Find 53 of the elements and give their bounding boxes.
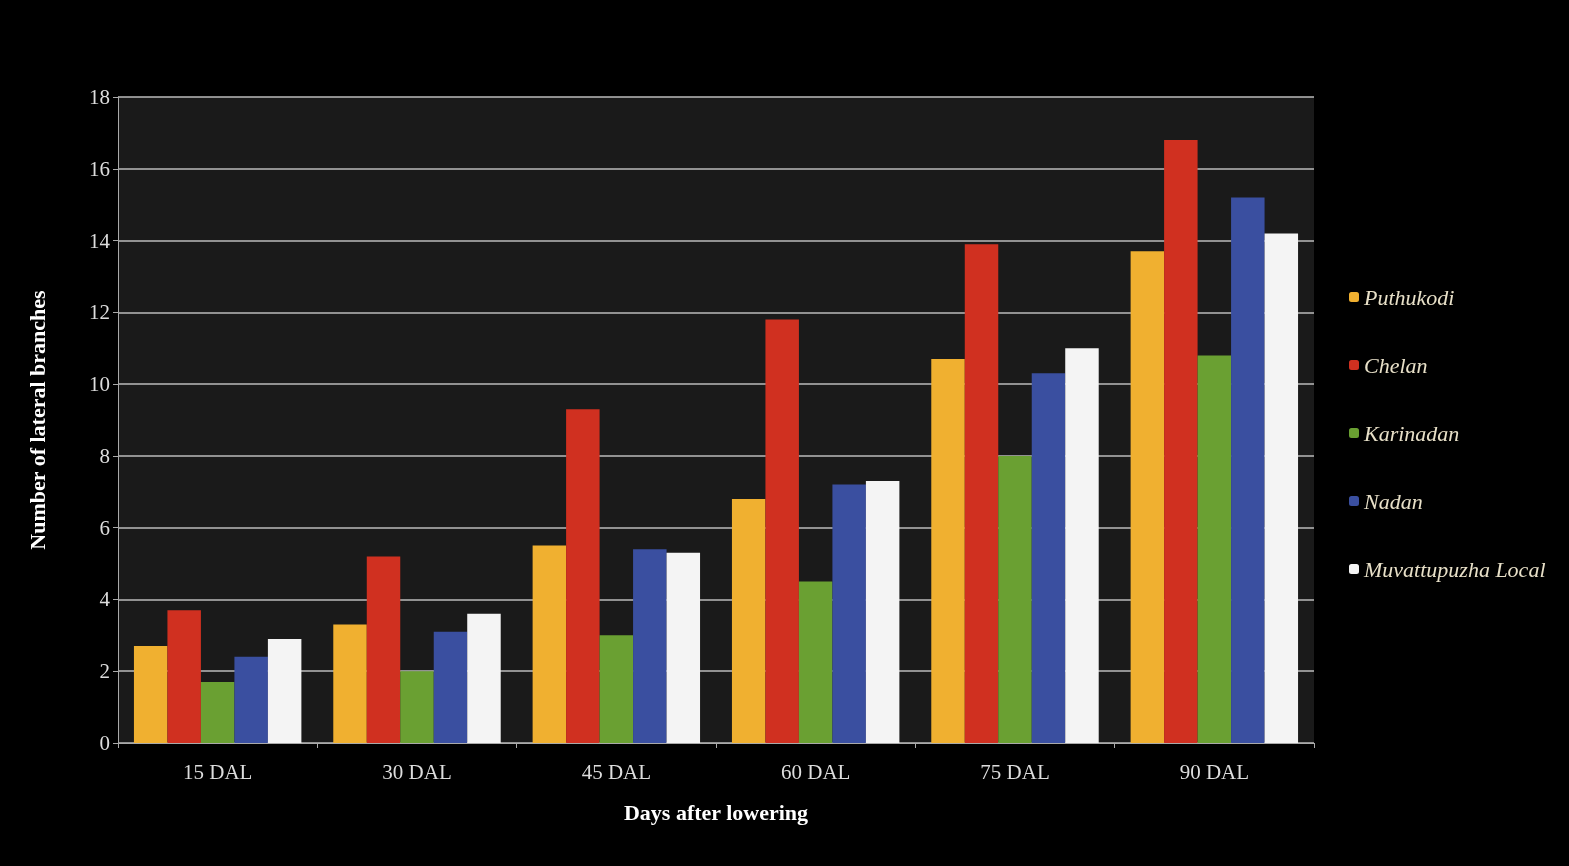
legend-label: Nadan [1363, 488, 1423, 514]
x-tick-label: 60 DAL [780, 759, 851, 784]
y-tick-label: 16 [89, 156, 110, 181]
bar [566, 409, 600, 743]
y-axis-title: Number of lateral branches [24, 289, 50, 550]
x-tick-label: 90 DAL [1179, 759, 1250, 784]
bar [1231, 197, 1265, 743]
bar [366, 556, 401, 743]
bar [765, 319, 799, 743]
bar [1031, 373, 1066, 743]
bar [832, 484, 866, 743]
bar [1164, 140, 1198, 743]
legend-label: Chelan [1364, 352, 1428, 378]
bar [200, 681, 235, 743]
y-tick-label: 12 [89, 300, 110, 325]
y-tick-label: 14 [89, 228, 111, 253]
x-tick-label: 45 DAL [581, 759, 652, 784]
bar [167, 610, 201, 743]
bar [798, 581, 833, 743]
x-tick-label: 30 DAL [382, 759, 452, 784]
bar [666, 552, 701, 743]
bar [532, 545, 567, 743]
bar [133, 646, 168, 743]
bar [234, 656, 268, 743]
legend-label: Muvattupuzha Local [1363, 556, 1546, 582]
bar [1130, 251, 1165, 743]
y-tick-label: 4 [99, 587, 111, 612]
bar [998, 455, 1032, 743]
y-tick-label: 18 [89, 85, 110, 109]
x-tick-label: 75 DAL [980, 759, 1050, 784]
bar [433, 631, 468, 743]
legend-label: Karinadan [1363, 420, 1460, 446]
y-tick-label: 2 [99, 659, 110, 684]
x-tick-label: 15 DAL [182, 759, 253, 784]
bar [599, 635, 634, 743]
bar [400, 671, 434, 743]
bar [267, 638, 302, 743]
bar [333, 624, 367, 743]
bar [931, 358, 965, 743]
bar [964, 244, 999, 743]
bar [865, 481, 900, 743]
y-tick-label: 10 [89, 372, 110, 397]
bar [731, 498, 766, 743]
y-tick-label: 8 [99, 443, 110, 468]
bar [467, 613, 501, 743]
bar [1264, 233, 1299, 743]
bar [1197, 355, 1232, 743]
x-axis-title: Days after lowering [623, 799, 809, 825]
y-tick-label: 6 [99, 515, 110, 540]
y-tick-label: 0 [99, 731, 110, 755]
legend-label: Puthukodi [1363, 284, 1455, 310]
bar [633, 549, 667, 743]
bar [1065, 348, 1099, 743]
